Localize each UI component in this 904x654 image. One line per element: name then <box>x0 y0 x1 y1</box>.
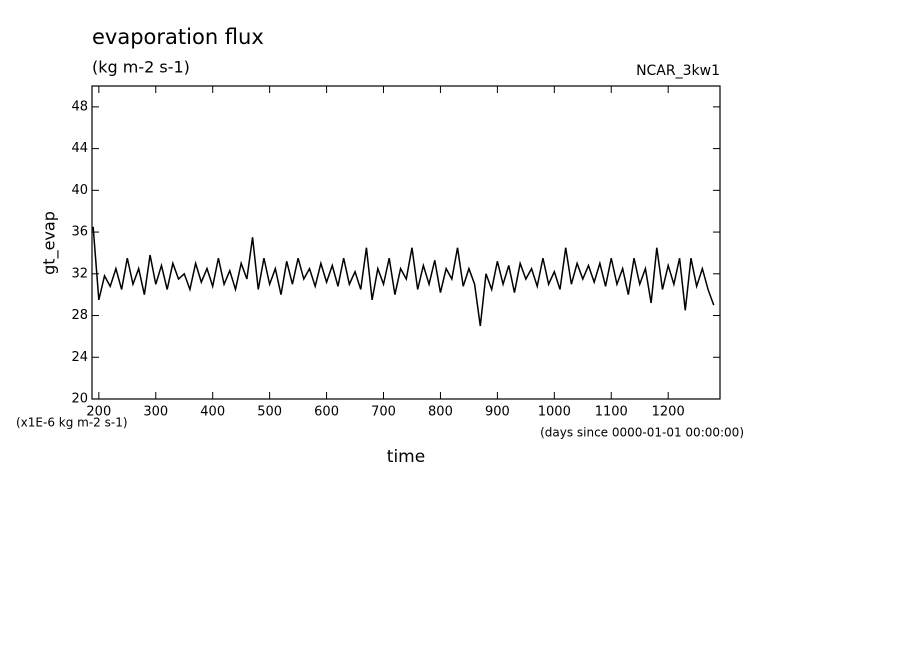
x-tick-label: 600 <box>314 405 339 420</box>
chart-title: evaporation flux <box>92 25 264 49</box>
x-unit-note: (days since 0000-01-01 00:00:00) <box>540 426 744 440</box>
x-tick-label: 1000 <box>538 405 571 420</box>
y-tick-label: 44 <box>71 141 88 156</box>
y-tick-label: 48 <box>71 99 88 114</box>
data-line <box>92 226 715 327</box>
x-tick-label: 800 <box>428 405 453 420</box>
y-tick-label: 40 <box>71 183 88 198</box>
x-tick-label: 300 <box>143 405 168 420</box>
x-tick-label: 500 <box>257 405 282 420</box>
x-tick-label: 1100 <box>595 405 628 420</box>
y-tick-label: 24 <box>71 350 88 365</box>
x-tick-label: 1200 <box>652 405 685 420</box>
x-tick-label: 400 <box>200 405 225 420</box>
x-tick-label: 900 <box>485 405 510 420</box>
annotation: NCAR_3kw1 <box>636 63 720 79</box>
y-tick-label: 28 <box>71 308 88 323</box>
y-unit-note: (x1E-6 kg m-2 s-1) <box>16 416 128 430</box>
chart-subtitle: (kg m-2 s-1) <box>92 58 190 77</box>
x-tick-label: 200 <box>86 405 111 420</box>
y-tick-label: 32 <box>71 266 88 281</box>
plot-frame <box>91 85 721 400</box>
y-tick-label: 36 <box>71 225 88 240</box>
y-axis-label: gt_evap <box>40 211 60 275</box>
x-tick-label: 700 <box>371 405 396 420</box>
x-axis-label: time <box>387 447 425 467</box>
y-tick-label: 20 <box>71 392 88 407</box>
